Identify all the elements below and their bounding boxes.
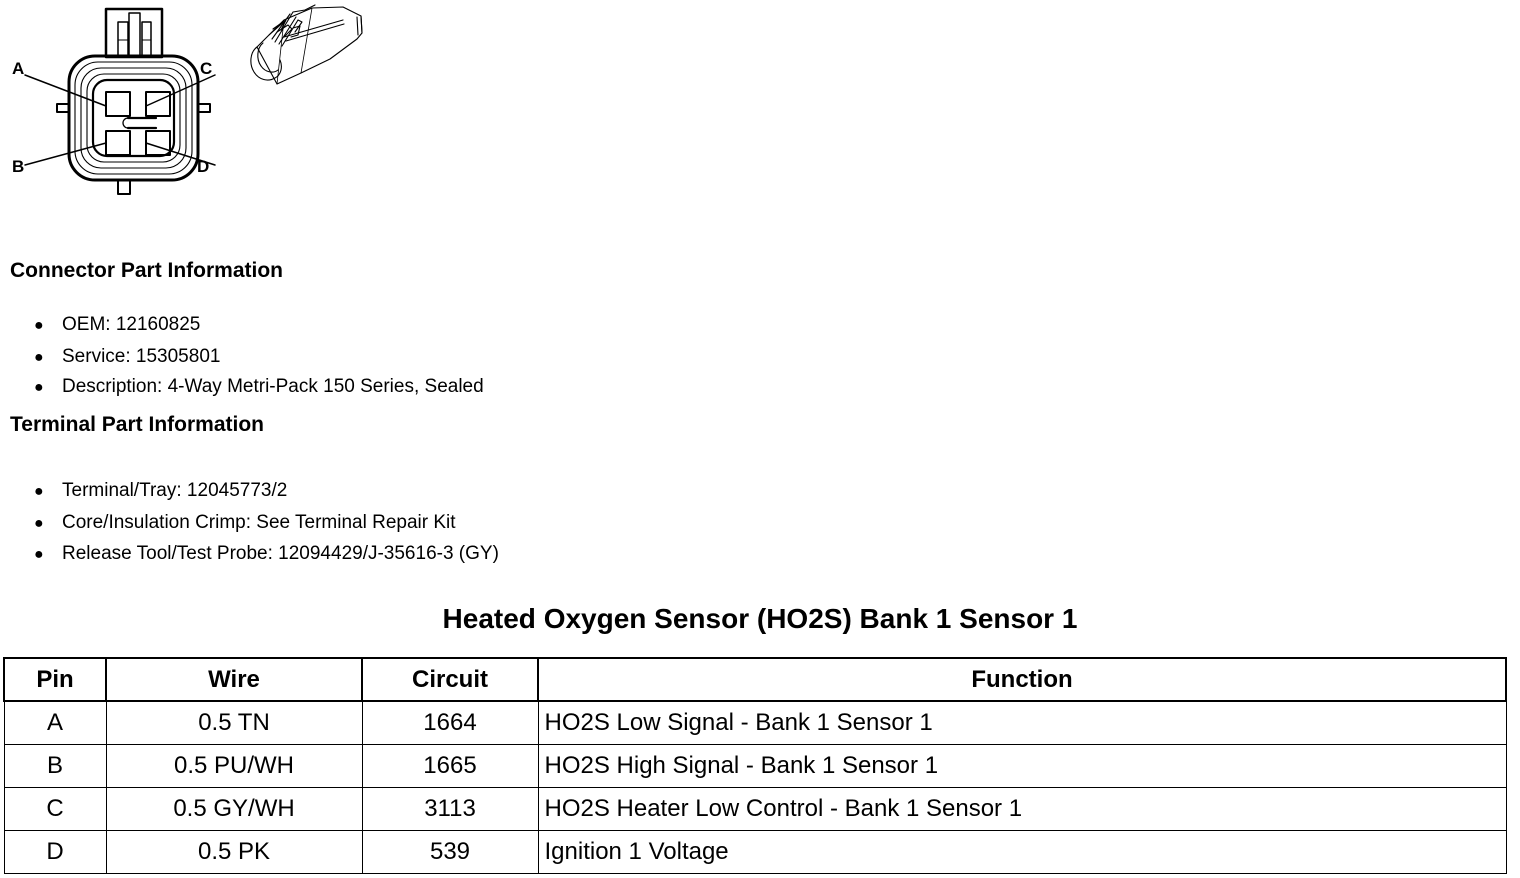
svg-text:B: B <box>12 157 24 176</box>
svg-text:D: D <box>197 157 209 176</box>
svg-text:A: A <box>12 59 24 78</box>
svg-text:C: C <box>200 59 212 78</box>
